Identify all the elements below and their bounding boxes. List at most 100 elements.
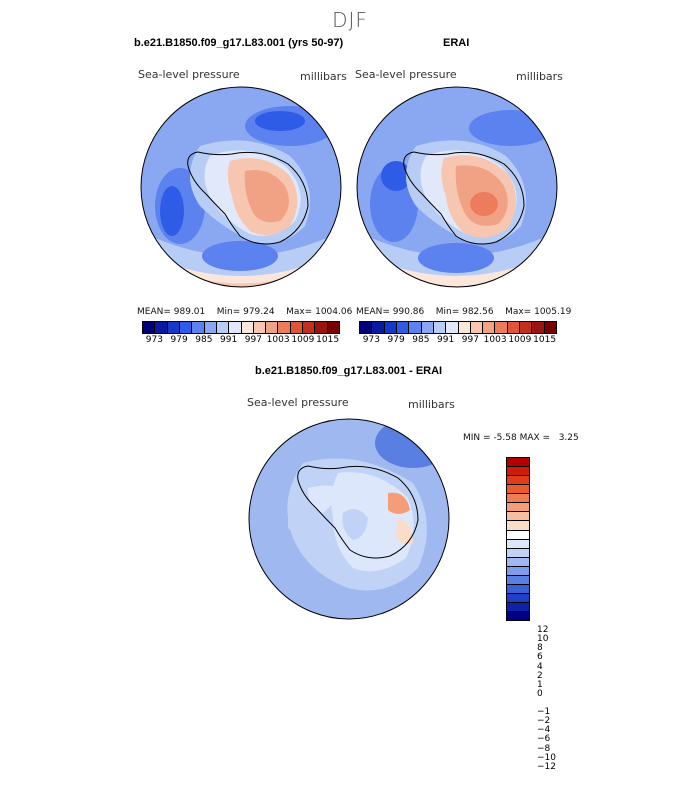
colorbar-swatch <box>458 322 471 333</box>
model-max-label: Max= <box>286 307 313 317</box>
colorbar-swatch <box>520 322 533 333</box>
colorbar-swatch <box>396 322 410 333</box>
colorbar-swatch <box>229 322 242 333</box>
diff-colorbar: 12 10 8 6 4 2 1 0 −1 −2 −4 −6 −8 −10 −12 <box>506 457 586 772</box>
colorbar-tick-label: 985 <box>412 335 430 345</box>
colorbar-swatch <box>179 322 193 333</box>
colorbar-swatch <box>192 322 205 333</box>
mid-band <box>141 231 341 276</box>
map-border <box>356 86 558 288</box>
colorbar-tick-label: 973 <box>362 335 380 345</box>
deep-low-cell <box>160 186 184 236</box>
colorbar-swatch <box>507 521 529 531</box>
colorbar-tick-label: 991 <box>437 335 455 345</box>
map-border <box>248 418 450 620</box>
diff-units-label: millibars <box>408 398 455 411</box>
colorbar-swatch <box>507 485 529 495</box>
colorbar-swatch <box>241 322 254 333</box>
colorbar-swatches <box>506 457 530 621</box>
positive-anomaly <box>388 492 410 514</box>
colorbar-swatch <box>507 494 529 504</box>
diff-variable-label: Sea-level pressure <box>247 396 349 409</box>
colorbar-swatch <box>155 322 168 333</box>
obs-mean-value: 990.86 <box>392 307 425 317</box>
colorbar-tick-label: 1015 <box>533 335 557 345</box>
deep-low-cell <box>255 111 305 131</box>
colorbar-tick-label: 1009 <box>291 335 315 345</box>
colorbar-swatch <box>327 322 339 333</box>
positive-anomaly <box>396 518 413 545</box>
diff-panel-title: b.e21.B1850.f09_g17.L83.001 - ERAI <box>255 365 443 377</box>
colorbar-tick-label: 973 <box>145 335 163 345</box>
colorbar-swatch <box>143 322 156 333</box>
colorbar-tick-label: 985 <box>195 335 213 345</box>
colorbar-tick-label: 10 <box>537 634 549 645</box>
obs-polar-map <box>356 86 558 288</box>
colorbar-ticks: 12 10 8 6 4 2 1 0 −1 −2 −4 −6 −8 −10 −12 <box>537 621 577 785</box>
colorbar-tick-label: 1003 <box>483 335 507 345</box>
colorbar-swatch <box>483 322 496 333</box>
colorbar-swatch <box>507 503 529 513</box>
colorbar-tick-label: 979 <box>387 335 405 345</box>
colorbar-swatch <box>507 557 529 567</box>
diff-max-value: 3.25 <box>558 433 579 443</box>
obs-panel-title: ERAI <box>443 37 470 49</box>
colorbar-swatch <box>290 322 304 333</box>
colorbar-tick-label: 1003 <box>266 335 290 345</box>
model-mean-value: 989.01 <box>173 307 206 317</box>
colorbar-ticks: 973 979 985 991 997 1003 1009 1015 <box>359 334 557 346</box>
colorbar-swatch <box>315 322 328 333</box>
peninsula-anomaly <box>288 503 308 533</box>
low-pressure-cell <box>202 241 278 271</box>
colorbar-tick-label: 8 <box>537 643 543 654</box>
colorbar-swatch <box>384 322 397 333</box>
colorbar-swatch <box>507 548 529 558</box>
colorbar-tick-label: 1015 <box>316 335 340 345</box>
model-min-value: 979.24 <box>243 307 275 317</box>
colorbar-swatch <box>544 322 556 333</box>
mid-band <box>357 231 557 276</box>
colorbar-tick-label: 2 <box>537 670 543 681</box>
colorbar-swatch <box>507 467 529 477</box>
colorbar-swatch <box>507 612 529 621</box>
colorbar-swatch <box>507 566 529 576</box>
colorbar-tick-label: −12 <box>537 761 556 772</box>
model-panel-title: b.e21.B1850.f09_g17.L83.001 (yrs 50-97) <box>134 37 344 49</box>
model-variable-label: Sea-level pressure <box>138 68 240 81</box>
obs-mean-label: MEAN= <box>356 307 390 317</box>
colorbar-swatch <box>167 322 180 333</box>
colorbar-tick-label: 0 <box>537 688 543 699</box>
colorbar-swatch <box>507 539 529 549</box>
season-title: DJF <box>332 8 368 32</box>
colorbar-swatch <box>507 603 529 613</box>
obs-min-label: Min= <box>435 307 460 317</box>
colorbar-swatch <box>409 322 422 333</box>
deep-low-cell <box>381 161 411 191</box>
colorbar-swatch <box>495 322 508 333</box>
antarctica-coastline <box>403 151 525 245</box>
colorbar-swatches <box>142 321 340 334</box>
colorbar-swatch <box>532 322 545 333</box>
colorbar-swatch <box>507 458 529 468</box>
interior-negative <box>342 509 368 540</box>
colorbar-swatch <box>507 476 529 486</box>
colorbar-swatch <box>266 322 279 333</box>
antarctic-high-peak <box>470 192 498 216</box>
colorbar-ticks: 973 979 985 991 997 1003 1009 1015 <box>142 334 340 346</box>
colorbar-tick-label: 997 <box>461 335 479 345</box>
colorbar-swatch <box>433 322 447 333</box>
model-min-label: Min= <box>216 307 241 317</box>
colorbar-tick-label: 991 <box>220 335 238 345</box>
colorbar-swatch <box>204 322 217 333</box>
colorbar-swatch <box>360 322 373 333</box>
colorbar-swatch <box>507 575 529 585</box>
colorbar-swatches <box>359 321 557 334</box>
colorbar-tick-label: 4 <box>537 661 543 672</box>
colorbar-tick-label: 1 <box>537 679 543 690</box>
obs-colorbar: 973 979 985 991 997 1003 1009 1015 <box>359 321 557 346</box>
low-pressure-cell <box>469 110 553 146</box>
model-units-label: millibars <box>300 70 347 83</box>
obs-max-label: Max= <box>505 307 532 317</box>
colorbar-swatch <box>507 512 529 522</box>
low-pressure-cell <box>418 243 494 273</box>
